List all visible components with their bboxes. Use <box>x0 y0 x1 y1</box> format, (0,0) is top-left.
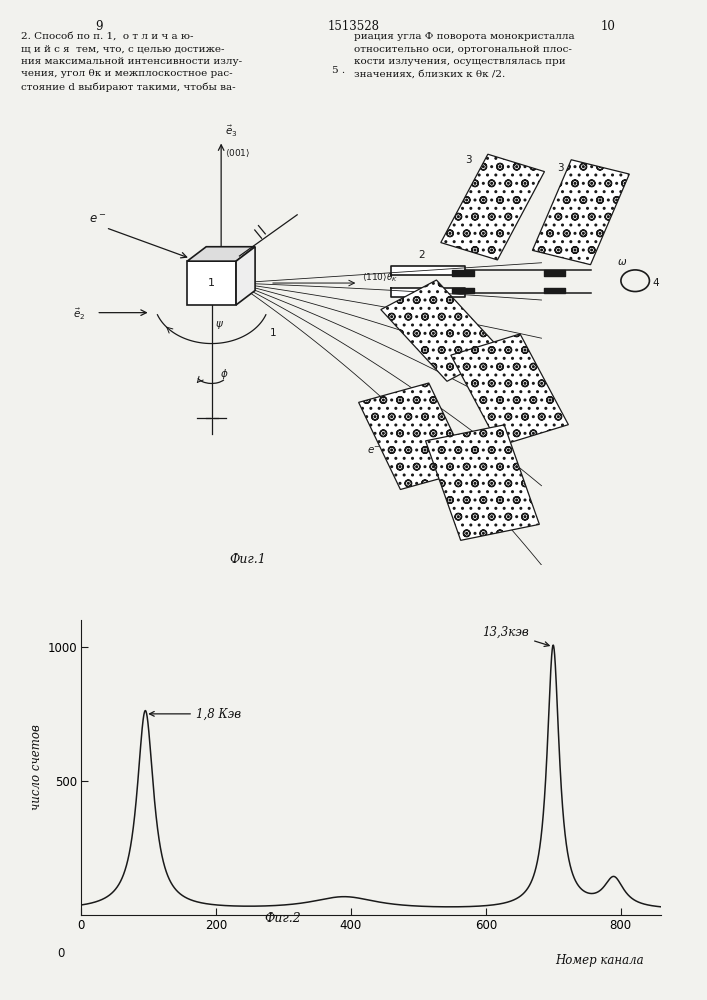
Text: $\omega$: $\omega$ <box>617 257 627 267</box>
Text: Фиг.2: Фиг.2 <box>264 912 301 925</box>
Text: $\langle 001\rangle$: $\langle 001\rangle$ <box>225 148 250 159</box>
Polygon shape <box>426 425 539 540</box>
Text: 10: 10 <box>600 20 616 33</box>
Polygon shape <box>451 334 568 446</box>
Text: 1,8 Кэв: 1,8 Кэв <box>149 707 241 720</box>
Text: 5 .: 5 . <box>332 66 346 75</box>
Text: $\vec{e}_2$: $\vec{e}_2$ <box>73 306 85 322</box>
Text: $\psi$: $\psi$ <box>215 319 224 331</box>
Text: 3: 3 <box>557 163 563 173</box>
Text: 0: 0 <box>57 947 65 960</box>
Text: $\vec{e}_3$: $\vec{e}_3$ <box>225 124 237 139</box>
Text: 4: 4 <box>652 278 659 288</box>
Polygon shape <box>236 247 255 305</box>
Text: 13,3кэв: 13,3кэв <box>482 626 549 646</box>
Text: 9: 9 <box>95 20 103 33</box>
Text: 1: 1 <box>208 278 215 288</box>
Polygon shape <box>187 247 255 261</box>
Text: 3: 3 <box>465 155 472 165</box>
Text: Фиг.1: Фиг.1 <box>229 553 266 566</box>
Polygon shape <box>440 154 544 260</box>
Polygon shape <box>532 160 629 265</box>
Polygon shape <box>381 280 503 381</box>
Polygon shape <box>187 261 236 305</box>
Text: $e^-$: $e^-$ <box>89 213 106 226</box>
Text: 2. Способ по п. 1,  о т л и ч а ю-
щ и й с я  тем, что, с целью достиже-
ния мак: 2. Способ по п. 1, о т л и ч а ю- щ и й … <box>21 32 243 92</box>
Text: 2: 2 <box>418 250 425 260</box>
Text: 1: 1 <box>270 328 276 338</box>
Text: $\langle 110\rangle\theta_K$: $\langle 110\rangle\theta_K$ <box>362 271 398 283</box>
Text: риация угла Ф поворота монокристалла
относительно оси, ортогональной плос-
кости: риация угла Ф поворота монокристалла отн… <box>354 32 574 79</box>
Polygon shape <box>358 383 471 489</box>
Y-axis label: число счетов: число счетов <box>30 725 43 810</box>
Text: 1513528: 1513528 <box>327 20 380 33</box>
Text: Номер канала: Номер канала <box>556 954 644 967</box>
Text: $\phi$: $\phi$ <box>220 367 228 381</box>
Text: $e^{-1}$: $e^{-1}$ <box>367 442 386 456</box>
